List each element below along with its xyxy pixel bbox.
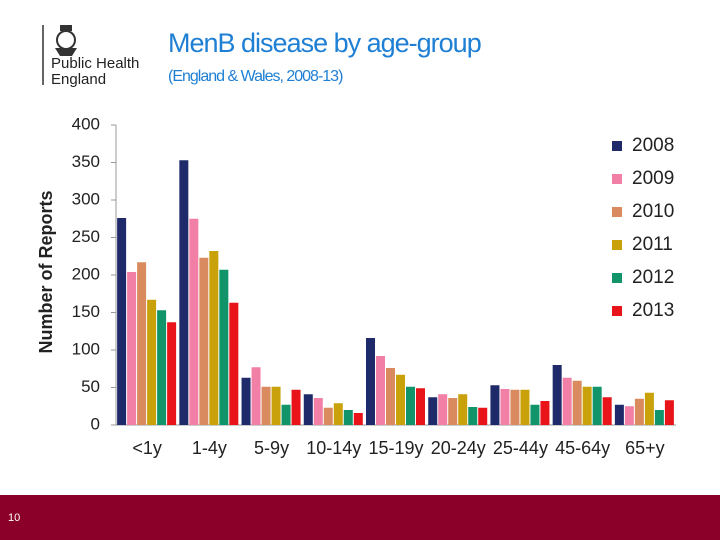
legend-swatch	[612, 306, 622, 316]
bar	[438, 394, 448, 425]
bar	[376, 356, 385, 425]
bar	[219, 269, 229, 425]
bar	[602, 397, 612, 425]
x-tick-label: 25-44y	[493, 438, 548, 458]
logo-text: Public Health	[51, 55, 139, 72]
bar	[644, 392, 654, 425]
legend-swatch	[612, 174, 622, 184]
bar	[271, 386, 281, 425]
bar	[552, 365, 562, 425]
y-tick-label: 300	[72, 189, 100, 208]
bar	[333, 403, 343, 425]
legend-label: 2010	[632, 201, 674, 222]
x-tick-label: 65+y	[625, 438, 665, 458]
bar	[241, 377, 251, 425]
chart-subtitle: (England & Wales, 2008-13)	[168, 68, 343, 85]
bar	[137, 262, 147, 425]
bar	[458, 394, 468, 425]
y-tick-label: 0	[91, 414, 100, 433]
legend-label: 2008	[632, 135, 674, 156]
legend-label: 2009	[632, 168, 674, 189]
bar	[572, 380, 582, 425]
bar	[189, 218, 199, 425]
bar	[448, 398, 458, 425]
bar	[582, 386, 592, 425]
y-tick-label: 50	[81, 377, 100, 396]
x-tick-label: 5-9y	[254, 438, 289, 458]
bar	[428, 397, 438, 425]
bar	[261, 386, 271, 425]
bar	[353, 413, 363, 425]
legend-label: 2012	[632, 267, 674, 288]
y-tick-label: 250	[72, 227, 100, 246]
y-tick-label: 100	[72, 339, 100, 358]
footer-band	[0, 495, 720, 540]
bar	[229, 302, 239, 425]
x-tick-label: 15-19y	[368, 438, 423, 458]
logo-text: England	[51, 71, 106, 88]
bar	[562, 377, 572, 425]
bar	[634, 398, 644, 425]
bar	[303, 394, 313, 425]
bar	[167, 322, 177, 425]
slide-number: 10	[8, 512, 20, 524]
bar	[540, 401, 550, 425]
bar	[323, 407, 333, 425]
bar	[664, 400, 674, 425]
legend-label: 2013	[632, 300, 674, 321]
bar	[624, 406, 634, 425]
bar	[654, 410, 664, 425]
legend-swatch	[612, 240, 622, 250]
x-tick-label: 20-24y	[431, 438, 486, 458]
bar	[478, 407, 488, 425]
bar	[147, 299, 157, 425]
x-tick-label: 1-4y	[192, 438, 227, 458]
bar	[157, 310, 167, 425]
x-tick-label: 10-14y	[306, 438, 361, 458]
y-tick-label: 400	[72, 114, 100, 133]
bar	[468, 407, 478, 425]
bar	[343, 410, 353, 425]
x-tick-label: <1y	[132, 438, 162, 458]
bar	[510, 389, 520, 425]
bar	[199, 257, 209, 425]
chart-title: MenB disease by age-group	[168, 28, 481, 58]
bar	[386, 368, 395, 425]
y-tick-label: 200	[72, 264, 100, 283]
y-tick-label: 350	[72, 152, 100, 171]
bar	[406, 386, 415, 425]
bar	[520, 389, 530, 425]
legend-label: 2011	[632, 234, 673, 255]
bar	[366, 338, 375, 425]
y-axis-label: Number of Reports	[36, 190, 56, 353]
bar	[281, 404, 291, 425]
bar	[291, 389, 301, 425]
bar	[117, 218, 127, 425]
bar	[313, 398, 323, 425]
bar	[396, 374, 405, 425]
legend-swatch	[612, 141, 622, 151]
bar	[592, 386, 602, 425]
y-tick-label: 150	[72, 302, 100, 321]
logo-crest	[55, 25, 77, 56]
bar	[251, 367, 261, 425]
bar	[500, 389, 510, 425]
bar	[209, 251, 219, 425]
bar	[490, 385, 500, 425]
legend-swatch	[612, 273, 622, 283]
bar	[530, 404, 540, 425]
legend-swatch	[612, 207, 622, 217]
bar	[416, 388, 425, 425]
x-tick-label: 45-64y	[555, 438, 610, 458]
bar	[614, 404, 624, 425]
bar	[179, 160, 189, 425]
bar	[127, 272, 137, 425]
